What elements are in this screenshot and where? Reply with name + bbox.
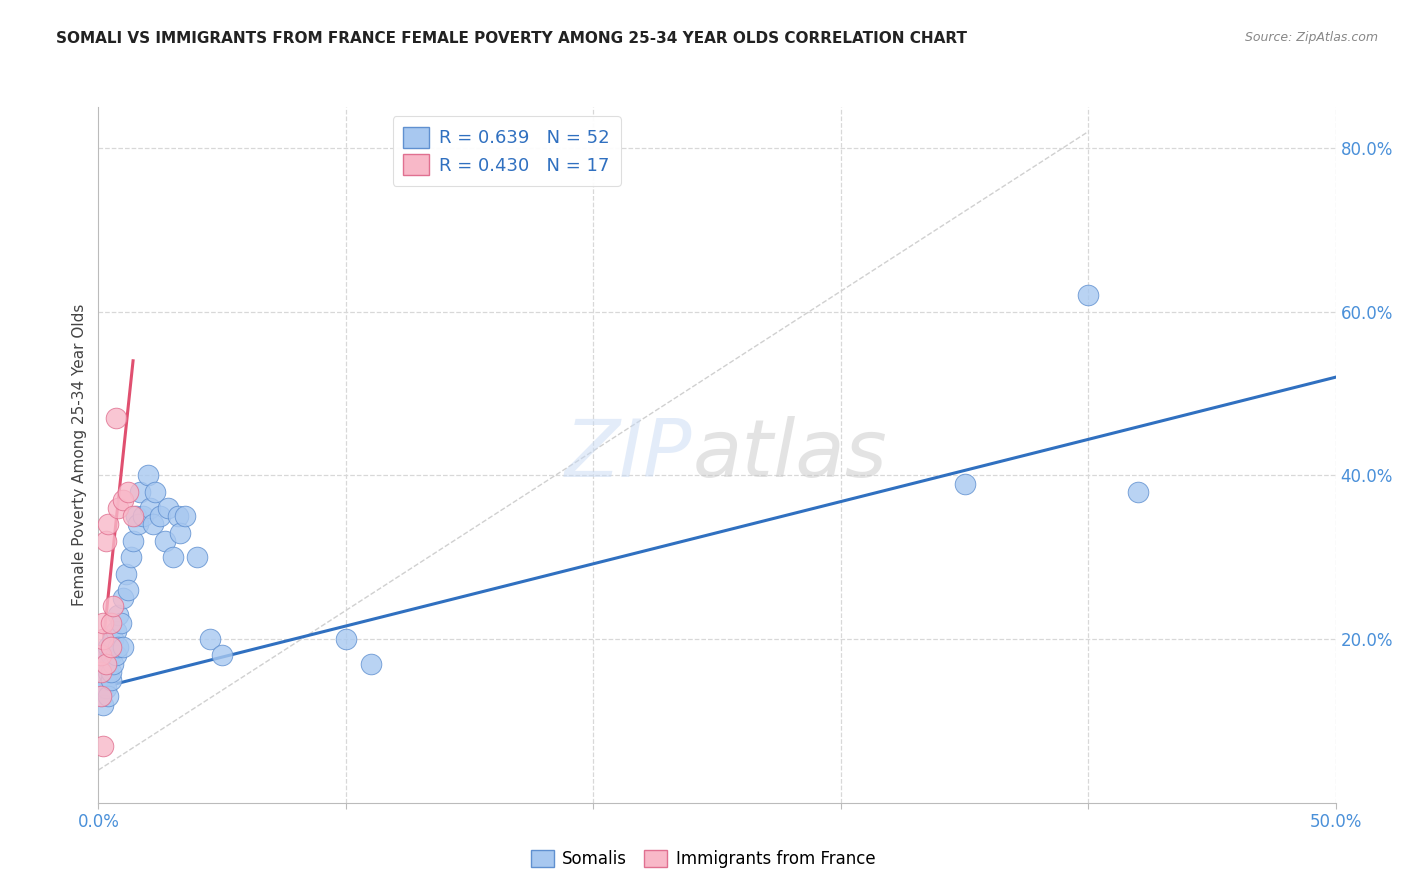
Point — [100, 673, 122, 687]
Point — [94, 533, 117, 548]
Point — [90, 690, 112, 704]
Point — [103, 632, 125, 646]
Point — [107, 607, 129, 622]
Point — [93, 681, 115, 696]
Legend: Somalis, Immigrants from France: Somalis, Immigrants from France — [524, 843, 882, 875]
Point — [117, 484, 139, 499]
Point — [97, 665, 120, 679]
Point — [90, 673, 112, 687]
Point — [1126, 484, 1149, 499]
Point — [122, 509, 145, 524]
Point — [120, 550, 142, 565]
Point — [122, 533, 145, 548]
Point — [198, 632, 221, 646]
Point — [100, 665, 122, 679]
Point — [124, 509, 146, 524]
Point — [169, 525, 191, 540]
Point — [97, 517, 120, 532]
Text: SOMALI VS IMMIGRANTS FROM FRANCE FEMALE POVERTY AMONG 25-34 YEAR OLDS CORRELATIO: SOMALI VS IMMIGRANTS FROM FRANCE FEMALE … — [56, 31, 967, 46]
Point — [129, 484, 152, 499]
Legend: R = 0.639   N = 52, R = 0.430   N = 17: R = 0.639 N = 52, R = 0.430 N = 17 — [392, 116, 621, 186]
Point — [186, 550, 208, 565]
Point — [104, 624, 127, 638]
Point — [127, 517, 149, 532]
Point — [93, 698, 115, 712]
Point — [93, 615, 115, 630]
Point — [149, 509, 172, 524]
Point — [93, 665, 115, 679]
Point — [94, 681, 117, 696]
Point — [94, 673, 117, 687]
Point — [97, 640, 120, 655]
Point — [112, 492, 135, 507]
Text: atlas: atlas — [692, 416, 887, 494]
Point — [93, 739, 115, 753]
Point — [360, 657, 382, 671]
Point — [162, 550, 184, 565]
Point — [90, 657, 112, 671]
Point — [97, 690, 120, 704]
Point — [139, 501, 162, 516]
Point — [143, 484, 166, 499]
Point — [103, 657, 125, 671]
Point — [94, 657, 117, 671]
Point — [104, 648, 127, 663]
Point — [90, 648, 112, 663]
Point — [93, 648, 115, 663]
Point — [114, 566, 136, 581]
Point — [132, 509, 155, 524]
Point — [107, 640, 129, 655]
Point — [117, 582, 139, 597]
Y-axis label: Female Poverty Among 25-34 Year Olds: Female Poverty Among 25-34 Year Olds — [72, 304, 87, 606]
Point — [156, 501, 179, 516]
Point — [953, 476, 976, 491]
Point — [100, 648, 122, 663]
Point — [1077, 288, 1099, 302]
Point — [94, 657, 117, 671]
Point — [136, 468, 159, 483]
Point — [90, 690, 112, 704]
Point — [90, 665, 112, 679]
Point — [211, 648, 233, 663]
Point — [100, 640, 122, 655]
Point — [174, 509, 197, 524]
Point — [166, 509, 188, 524]
Point — [110, 615, 132, 630]
Point — [335, 632, 357, 646]
Point — [112, 640, 135, 655]
Point — [100, 615, 122, 630]
Point — [155, 533, 177, 548]
Text: ZIP: ZIP — [565, 416, 692, 494]
Point — [107, 501, 129, 516]
Text: Source: ZipAtlas.com: Source: ZipAtlas.com — [1244, 31, 1378, 45]
Point — [93, 632, 115, 646]
Point — [104, 411, 127, 425]
Point — [103, 599, 125, 614]
Point — [112, 591, 135, 606]
Point — [142, 517, 165, 532]
